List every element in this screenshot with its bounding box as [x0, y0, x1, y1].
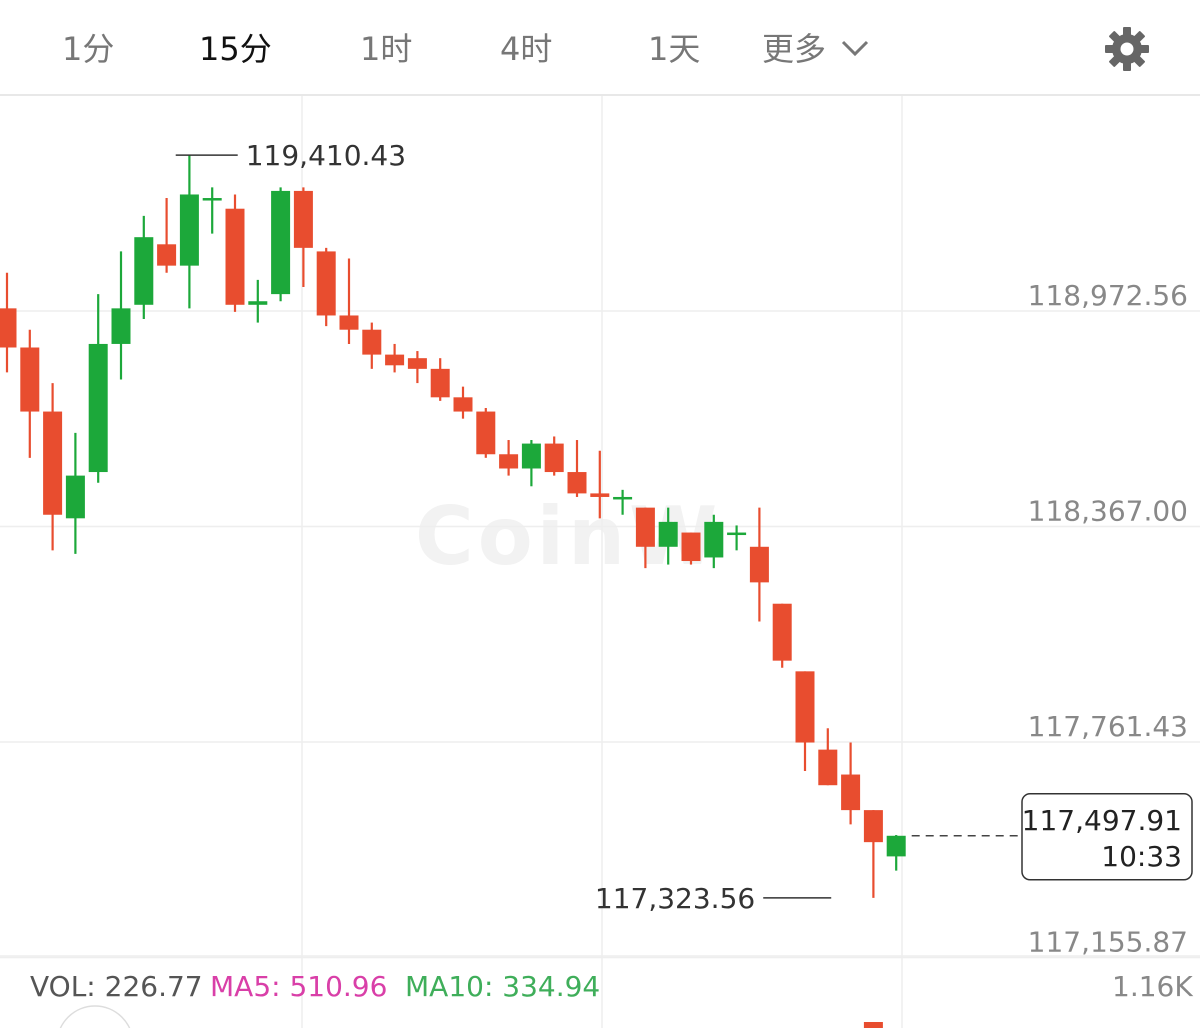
candle-body — [316, 251, 336, 316]
candle-body — [271, 190, 291, 295]
candle-body — [407, 358, 427, 369]
candle-body — [0, 308, 17, 348]
candle-body — [704, 521, 724, 558]
last-price-box — [1021, 793, 1193, 881]
candle-body — [293, 190, 313, 248]
candle-body — [453, 397, 473, 412]
candle-body — [681, 532, 701, 562]
y-axis-tick-label: 117,155.87 — [1028, 925, 1188, 958]
last-price-value: 117,497.91 — [1022, 804, 1182, 837]
candle-body — [65, 475, 85, 519]
more-label: 更多 — [762, 30, 827, 68]
tab-1day[interactable]: 1天 — [648, 30, 701, 68]
floating-button-edge — [58, 1005, 132, 1032]
candle-body — [476, 411, 496, 455]
candle-body — [635, 507, 655, 547]
tab-1hour[interactable]: 1时 — [360, 30, 413, 68]
timeframe-toolbar: 1分 15分 1时 4时 1天 更多 — [0, 0, 1200, 96]
candlestick-chart[interactable]: 118,972.56 118,367.00 117,761.43 117,155.87… — [0, 96, 1200, 1032]
candle-body — [362, 329, 382, 355]
candle-body — [20, 347, 40, 412]
candle-body — [567, 472, 587, 494]
candle-body — [841, 774, 861, 811]
candle-body — [749, 546, 769, 583]
candle-body — [613, 496, 633, 500]
vol-value: VOL: 226.77 — [30, 970, 203, 1003]
candle-body — [658, 521, 678, 547]
candle-body — [111, 308, 131, 344]
candle-body — [430, 368, 450, 398]
ma10-value: MA10: 334.94 — [405, 970, 601, 1003]
tab-15min[interactable]: 15分 — [199, 30, 272, 68]
tab-1min[interactable]: 1分 — [62, 30, 115, 68]
candle-body — [727, 532, 747, 536]
candle-body — [795, 671, 815, 743]
candle-body — [385, 354, 405, 366]
candle-body — [202, 198, 222, 201]
candle-body — [225, 208, 245, 305]
candle-body — [886, 835, 906, 857]
candle-body — [43, 411, 63, 515]
candle-body — [134, 237, 154, 305]
candle-body — [863, 810, 883, 843]
more-timeframes-dropdown[interactable]: 更多 — [762, 24, 870, 70]
tab-4hour[interactable]: 4时 — [500, 30, 553, 68]
candle-body — [772, 603, 792, 661]
chevron-down-icon — [840, 28, 870, 66]
volume-indicator-bar: VOL: 226.77 MA5: 510.96 MA10: 334.94 1.1… — [0, 960, 1200, 1020]
candle-body — [590, 493, 610, 497]
candle-body — [544, 443, 564, 473]
candle-countdown: 10:33 — [1101, 840, 1182, 873]
candle-body — [521, 443, 541, 469]
candle-body — [179, 194, 199, 266]
candle-body — [88, 343, 108, 473]
y-axis-tick-label: 118,367.00 — [1028, 494, 1188, 527]
high-price-label: 119,410.43 — [246, 139, 406, 172]
chart-svg: 118,972.56 118,367.00 117,761.43 117,155.87… — [0, 96, 1200, 1032]
low-price-label: 117,323.56 — [595, 882, 755, 915]
candle-body — [248, 301, 268, 305]
candle-body — [499, 454, 519, 469]
y-axis-tick-label: 118,972.56 — [1028, 279, 1188, 312]
gear-icon[interactable] — [1103, 25, 1151, 73]
candle-body — [157, 244, 177, 266]
ma5-value: MA5: 510.96 — [210, 970, 388, 1003]
volume-bar — [863, 1022, 883, 1028]
candle-body — [818, 749, 838, 786]
y-axis-tick-label: 117,761.43 — [1028, 710, 1188, 743]
volume-axis-max: 1.16K — [1112, 970, 1193, 1003]
candle-body — [339, 315, 359, 330]
